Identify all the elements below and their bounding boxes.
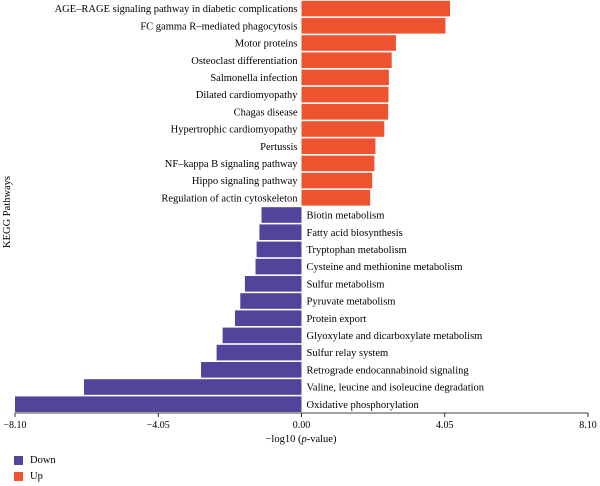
bar-label: Tryptophan metabolism xyxy=(307,245,407,256)
x-axis: −8.10 −4.05 0.00 4.05 8.10 xyxy=(3,412,597,431)
bars-group xyxy=(15,0,451,412)
bar-up xyxy=(301,138,376,154)
legend-item-up: Up xyxy=(14,470,56,483)
bar-up xyxy=(301,52,392,68)
x-tick-label: 4.05 xyxy=(436,420,454,431)
bar-label: Cysteine and methionine metabolism xyxy=(307,262,463,273)
bar-label: Pyruvate metabolism xyxy=(307,297,396,308)
bar-down xyxy=(83,379,302,395)
legend-swatch xyxy=(14,456,23,465)
bar-down xyxy=(222,327,302,344)
bar-label: Oxidative phosphorylation xyxy=(307,400,420,411)
bar-label: Sulfur relay system xyxy=(307,348,389,359)
bar-label: Protein export xyxy=(307,314,367,325)
bar-labels-group: AGE–RAGE signaling pathway in diabetic c… xyxy=(55,4,485,411)
bar-label: Retrograde endocannabinoid signaling xyxy=(307,365,470,376)
bar-label: Valine, leucine and isoleucine degradati… xyxy=(307,383,485,394)
bar-label: Osteoclast differentiation xyxy=(191,56,298,67)
bar-up xyxy=(301,172,373,189)
bar-label: Regulation of actin cytoskeleton xyxy=(161,193,298,204)
bar-down xyxy=(255,258,302,275)
bar-label: Pertussis xyxy=(260,142,297,153)
bar-label: Hypertrophic cardiomyopathy xyxy=(171,125,299,136)
bar-label: Fatty acid biosynthesis xyxy=(307,228,403,239)
x-tick-label: −8.10 xyxy=(3,420,26,431)
bar-down xyxy=(240,293,302,309)
legend-label: Up xyxy=(30,471,43,482)
bar-up xyxy=(301,121,385,137)
bar-label: Hippo signaling pathway xyxy=(192,176,298,187)
bar-down xyxy=(256,241,302,258)
y-axis-title: KEGG Pathways xyxy=(2,176,13,248)
x-tick-label: 0.00 xyxy=(293,420,311,431)
bar-label: Sulfur metabolism xyxy=(307,279,385,290)
x-axis-title: −log10 (p-value) xyxy=(266,434,337,445)
legend-swatch xyxy=(14,472,23,481)
bar-down xyxy=(15,396,302,412)
bar-up xyxy=(301,69,389,86)
legend-label: Down xyxy=(30,455,56,466)
legend: Down Up xyxy=(14,454,56,486)
bar-label: Biotin metabolism xyxy=(307,211,385,222)
bar-label: FC gamma R–mediated phagocytosis xyxy=(140,21,297,32)
bar-down xyxy=(259,224,302,240)
bar-up xyxy=(301,35,396,51)
bar-down xyxy=(235,310,302,326)
bar-up xyxy=(301,0,451,17)
bar-up xyxy=(301,104,389,120)
bar-label: Chagas disease xyxy=(234,107,298,118)
x-tick-label: −4.05 xyxy=(147,420,170,431)
bar-up xyxy=(301,18,446,34)
bar-label: NF–kappa B signaling pathway xyxy=(165,159,298,170)
x-tick-label: 8.10 xyxy=(579,420,597,431)
bar-up xyxy=(301,190,371,206)
bar-label: Dilated cardiomyopathy xyxy=(196,90,299,101)
bar-down xyxy=(261,207,302,223)
bar-down xyxy=(216,344,302,361)
bar-up xyxy=(301,155,375,172)
bar-label: Motor proteins xyxy=(235,39,298,50)
bar-up xyxy=(301,86,389,103)
bar-label: Glyoxylate and dicarboxylate metabolism xyxy=(307,331,483,342)
bar-label: AGE–RAGE signaling pathway in diabetic c… xyxy=(55,4,298,15)
bar-label: Salmonella infection xyxy=(210,73,298,84)
bar-down xyxy=(244,276,302,292)
legend-item-down: Down xyxy=(14,454,56,467)
bar-down xyxy=(201,362,302,378)
